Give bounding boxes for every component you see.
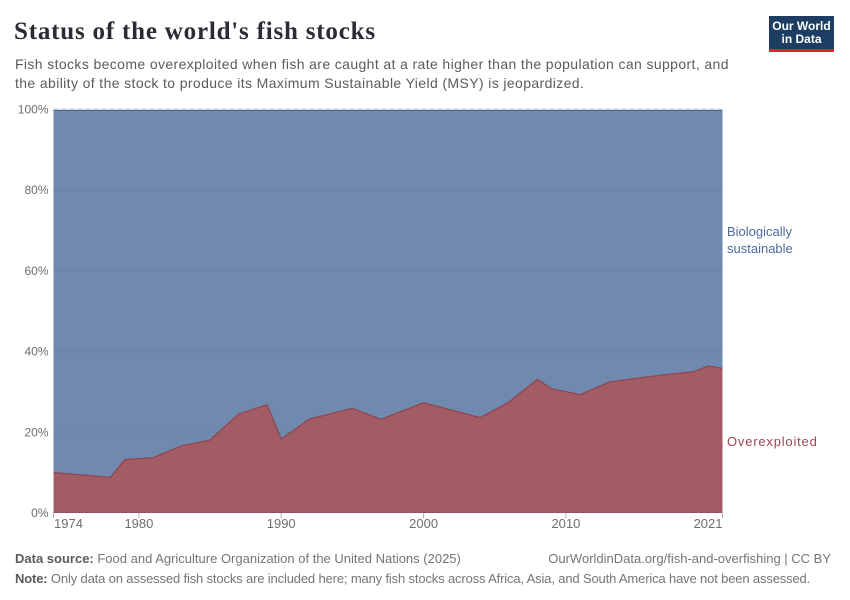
svg-text:1974: 1974	[54, 516, 83, 531]
svg-text:1980: 1980	[124, 516, 153, 531]
svg-text:80%: 80%	[24, 183, 48, 197]
svg-text:40%: 40%	[24, 345, 48, 359]
svg-text:2010: 2010	[551, 516, 580, 531]
svg-text:20%: 20%	[24, 425, 48, 439]
svg-text:2021: 2021	[694, 516, 723, 531]
svg-text:60%: 60%	[24, 264, 48, 278]
svg-text:2000: 2000	[409, 516, 438, 531]
svg-text:0%: 0%	[31, 506, 49, 520]
svg-text:1990: 1990	[267, 516, 296, 531]
svg-text:100%: 100%	[18, 103, 49, 117]
